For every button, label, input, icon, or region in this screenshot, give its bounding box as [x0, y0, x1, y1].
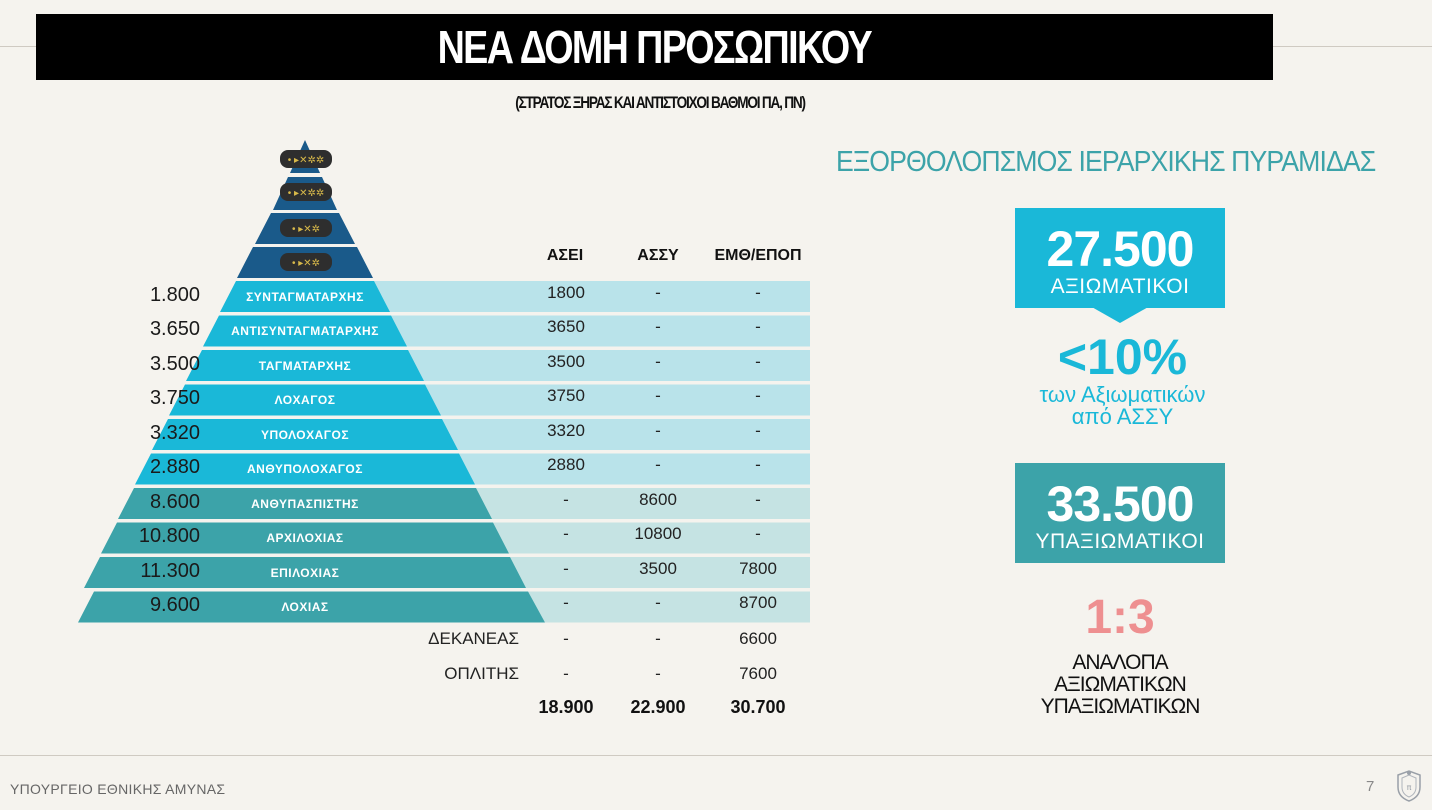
svg-text:• ▸✕✲: • ▸✕✲	[292, 224, 320, 235]
rank-label: ΑΝΤΙΣΥΝΤΑΓΜΑΤΑΡΧΗΣ	[231, 324, 379, 338]
rank-total: 3.650	[149, 318, 200, 340]
rank-total: 8.600	[149, 491, 200, 513]
rank-label: ΤΑΓΜΑΤΑΡΧΗΣ	[258, 359, 352, 373]
svg-text:π: π	[1407, 783, 1412, 792]
rank-total: 3.500	[149, 353, 200, 375]
nco-number: 33.500	[1046, 476, 1195, 532]
column-header-assy: ΑΣΣΥ	[637, 247, 679, 264]
rank-total: 1.800	[149, 284, 200, 306]
rank-total: 2.880	[149, 456, 200, 478]
rank-label: ΣΥΝΤΑΓΜΑΤΑΡΧΗΣ	[246, 290, 364, 304]
rank-label: ΔΕΚΑΝΕΑΣ	[428, 629, 519, 648]
nco-label: ΥΠΑΞΙΩΜΑΤΙΚΟΙ	[1035, 530, 1205, 553]
rank-label: ΛΟΧΙΑΣ	[281, 600, 329, 614]
bottom-rule	[0, 755, 1432, 756]
rank-total: 11.300	[140, 560, 200, 582]
rank-label: ΛΟΧΑΓΟΣ	[274, 393, 336, 407]
pct-line-2: από ΑΣΣΥ	[1071, 404, 1174, 429]
rank-label: ΟΠΛΙΤΗΣ	[444, 664, 519, 683]
officer-tiers	[135, 281, 475, 485]
page-title: ΝΕΑ ΔΟΜΗ ΠΡΟΣΩΠΙΚΟΥ	[437, 21, 873, 73]
title-bar: ΝΕΑ ΔΟΜΗ ΠΡΟΣΩΠΙΚΟΥ	[36, 14, 1273, 80]
rank-total: 9.600	[149, 594, 200, 616]
rank-total: 3.320	[149, 422, 200, 444]
rank-label: ΑΝΘΥΠΟΛΟΧΑΓΟΣ	[247, 462, 363, 476]
pct-number: <10%	[1057, 329, 1188, 385]
ratio-number: 1:3	[1085, 591, 1155, 644]
rank-total: 3.750	[149, 387, 200, 409]
right-panel-title: ΕΞΟΡΘΟΛΟΠΣΜΟΣ ΙΕΡΑΡΧΙΚΗΣ ΠΥΡΑΜΙΔΑΣ	[836, 146, 1376, 178]
svg-text:• ▸✕✲✲: • ▸✕✲✲	[288, 188, 324, 199]
rank-label: ΑΡΧΙΛΟΧΙΑΣ	[266, 531, 344, 545]
officers-label: ΑΞΙΩΜΑΤΙΚΟΙ	[1050, 275, 1190, 298]
column-header-asei: ΑΣΕΙ	[546, 247, 584, 264]
down-arrow-icon	[1090, 306, 1150, 323]
footer-ministry: ΥΠΟΥΡΓΕΙΟ ΕΘΝΙΚΗΣ ΑΜΥΝΑΣ	[10, 781, 226, 797]
svg-text:• ▸✕✲✲: • ▸✕✲✲	[288, 155, 324, 166]
svg-text:• ▸✕✲: • ▸✕✲	[292, 258, 320, 269]
rank-insignia-icons: • ▸✕✲✲ • ▸✕✲✲ • ▸✕✲ • ▸✕✲	[280, 150, 332, 271]
column-total-emth: 30.700	[730, 697, 786, 717]
page-number: 7	[1366, 778, 1375, 795]
column-total-asei: 18.900	[538, 697, 594, 717]
officers-callout: 27.500 ΑΞΙΩΜΑΤΙΚΟΙ	[1015, 208, 1225, 308]
pct-line-1: των Αξιωματικών	[1039, 382, 1206, 407]
ratio-caption: ΑΝΑΛΟΠΑ ΑΞΙΩΜΑΤΙΚΩΝ ΥΠΑΞΙΩΜΑΤΙΚΩΝ	[1040, 651, 1201, 718]
column-total-assy: 22.900	[630, 697, 686, 717]
assy-percentage-callout: <10% των Αξιωματικών από ΑΣΣΥ	[1000, 330, 1245, 428]
officers-number: 27.500	[1046, 221, 1195, 277]
rank-label: ΥΠΟΛΟΧΑΓΟΣ	[260, 428, 350, 442]
column-header-emth: ΕΜΘ/ΕΠΟΠ	[714, 247, 802, 264]
nco-callout: 33.500 ΥΠΑΞΙΩΜΑΤΙΚΟΙ	[1015, 463, 1225, 563]
rank-total: 10.800	[138, 525, 200, 547]
rank-label: ΑΝΘΥΠΑΣΠΙΣΤΗΣ	[251, 497, 359, 511]
rank-label: ΕΠΙΛΟΧΙΑΣ	[270, 566, 340, 580]
subtitle: (ΣΤΡΑΤΟΣ ΞΗΡΑΣ ΚΑΙ ΑΝΤΙΣΤΟΙΧΟΙ ΒΑΘΜΟΙ ΠΑ…	[515, 93, 806, 112]
nco-tiers	[78, 488, 545, 623]
ministry-crest-icon: π	[1397, 770, 1421, 802]
